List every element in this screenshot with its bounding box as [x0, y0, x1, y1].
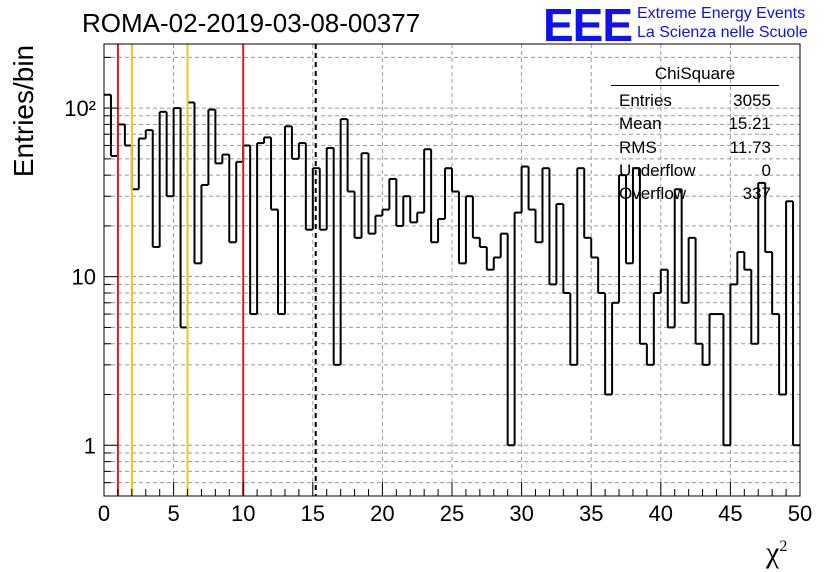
stats-label: Overflow [619, 184, 687, 204]
x-tick-label: 35 [579, 501, 603, 526]
stats-value: 337 [742, 184, 771, 204]
eee-logo-text: Extreme Energy Events La Scienza nelle S… [637, 4, 808, 42]
x-tick-label: 0 [98, 501, 110, 526]
stats-box: ChiSquare Entries 3055 Mean 15.21 RMS 11.73… [611, 64, 779, 205]
stats-label: Mean [619, 114, 662, 134]
chart-markers [116, 44, 317, 496]
chart-histogram [104, 93, 800, 447]
x-tick-label: 40 [649, 501, 673, 526]
stats-label: RMS [619, 137, 657, 157]
stats-value: 11.73 [729, 137, 771, 157]
y-axis-label: Entries/bin [8, 44, 39, 178]
stats-row-rms: RMS 11.73 [611, 136, 779, 159]
eee-logo: EEE [543, 0, 633, 51]
plot-title: ROMA-02-2019-03-08-00377 [82, 8, 421, 38]
y-tick-label: 1 [84, 433, 96, 458]
stats-value: 0 [761, 160, 771, 180]
stats-row-overflow: Overflow 337 [611, 182, 779, 205]
x-tick-label: 15 [301, 501, 325, 526]
stats-row-underflow: Underflow 0 [611, 159, 779, 182]
x-tick-label: 10 [231, 501, 255, 526]
y-tick-label: 10 [72, 265, 96, 290]
stats-value: 15.21 [728, 114, 771, 134]
stats-title: ChiSquare [611, 64, 779, 86]
stats-row-entries: Entries 3055 [611, 89, 779, 112]
x-tick-label: 20 [370, 501, 394, 526]
chart-axes: 0 5 10 15 20 25 30 35 40 45 50 1 10 10² [64, 56, 812, 526]
x-axis-label-main: χ [766, 536, 780, 569]
x-tick-label: 25 [440, 501, 464, 526]
stats-label: Entries [619, 91, 672, 110]
y-tick-label: 10² [64, 96, 96, 121]
x-tick-label: 50 [788, 501, 812, 526]
x-tick-label: 45 [718, 501, 742, 526]
stats-value: 3055 [733, 91, 771, 110]
x-axis-label-sup: 2 [779, 538, 788, 555]
logo-line-1: Extreme Energy Events [637, 5, 806, 22]
stats-row-mean: Mean 15.21 [611, 112, 779, 135]
stats-label: Underflow [619, 160, 696, 180]
x-tick-label: 5 [167, 501, 179, 526]
x-tick-label: 30 [509, 501, 533, 526]
chart-grid [103, 44, 801, 496]
logo-line-2: La Scienza nelle Scuole [637, 24, 808, 41]
x-axis-label: χ2 [766, 536, 787, 570]
